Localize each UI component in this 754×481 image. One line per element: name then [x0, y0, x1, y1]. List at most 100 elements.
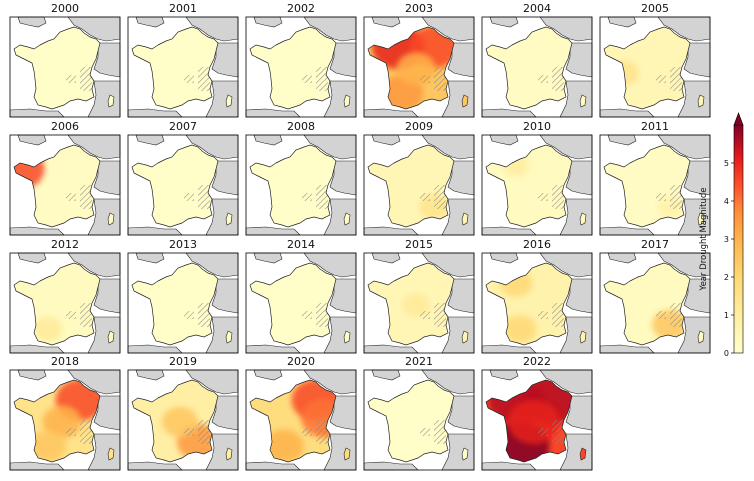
france-outline [485, 262, 573, 346]
map-panel-2011 [599, 134, 711, 236]
colorbar-tick-label: 5 [724, 159, 729, 168]
france-outline [367, 262, 455, 346]
panel-grid: 2000 2001 2002 2003 2004 2005 2006 2007 2008 2009… [9, 2, 711, 471]
france-outline [131, 262, 219, 346]
masked-area-massif [420, 428, 430, 436]
masked-area-massif [538, 428, 548, 436]
masked-area-alps [552, 303, 564, 327]
france-outline [367, 379, 455, 463]
masked-area-alps [670, 67, 682, 91]
masked-area-massif [656, 193, 666, 201]
colorbar-tick-label: 2 [724, 273, 729, 282]
map-panel-2013 [127, 252, 239, 354]
france-base-2010 [486, 145, 572, 227]
france-base-2005 [604, 27, 690, 109]
masked-area-massif [66, 193, 76, 201]
france-outline [131, 144, 219, 228]
france-base-2006 [14, 145, 100, 227]
masked-area-alps [552, 185, 564, 209]
masked-area-alps [670, 303, 682, 327]
panel-frame [127, 369, 239, 471]
panel-title: 2007 [169, 120, 197, 133]
corsica [461, 212, 469, 226]
panel-frame [599, 134, 711, 236]
masked-area-massif [420, 75, 430, 83]
panel-title: 2012 [51, 238, 79, 251]
panel-title: 2010 [523, 120, 551, 133]
panel-title: 2020 [287, 355, 315, 368]
panel-frame [9, 252, 121, 354]
corsica [343, 212, 351, 226]
corsica [579, 447, 587, 461]
panel-title: 2014 [287, 238, 315, 251]
panel-title: 2000 [51, 2, 79, 15]
france-base-2021 [368, 380, 454, 462]
panel-title: 2015 [405, 238, 433, 251]
masked-area-alps [198, 67, 210, 91]
map-panel-2012 [9, 252, 121, 354]
corsica [461, 94, 469, 108]
masked-area-alps [434, 303, 446, 327]
corsica [579, 330, 587, 344]
masked-area-massif [184, 311, 194, 319]
map-panel-2020 [245, 369, 357, 471]
corsica [107, 447, 115, 461]
panel-title: 2019 [169, 355, 197, 368]
france-outline [249, 262, 337, 346]
panel-title: 2004 [523, 2, 551, 15]
masked-area-alps [434, 67, 446, 91]
map-panel-2006 [9, 134, 121, 236]
hotspot-south-west [34, 317, 62, 341]
france-outline [603, 144, 691, 228]
masked-area-massif [538, 193, 548, 201]
masked-area-massif [184, 428, 194, 436]
france-base-2012 [14, 263, 100, 345]
corsica [225, 330, 233, 344]
masked-area-massif [66, 311, 76, 319]
panel-frame [363, 252, 475, 354]
masked-area-massif [302, 75, 312, 83]
masked-area-massif [420, 193, 430, 201]
map-panel-2016 [481, 252, 593, 354]
corsica [579, 94, 587, 108]
map-panel-2009 [363, 134, 475, 236]
corsica [225, 94, 233, 108]
panel-title: 2008 [287, 120, 315, 133]
panel-frame [127, 16, 239, 118]
panel-title: 2011 [641, 120, 669, 133]
panel-frame [9, 134, 121, 236]
panel-title: 2009 [405, 120, 433, 133]
panel-title: 2017 [641, 238, 669, 251]
panel-frame [363, 369, 475, 471]
masked-area-massif [538, 75, 548, 83]
masked-area-alps [198, 185, 210, 209]
corsica [461, 447, 469, 461]
panel-frame [127, 134, 239, 236]
panel-frame [599, 16, 711, 118]
panel-title: 2001 [169, 2, 197, 15]
corsica [697, 94, 705, 108]
france-base-2016 [486, 263, 572, 345]
panel-frame [599, 252, 711, 354]
masked-area-alps [316, 185, 328, 209]
colorbar: 0 1 2 3 4 5 Year Drought Magnitude [699, 112, 744, 358]
panel-frame [245, 134, 357, 236]
france-outline [131, 379, 219, 463]
masked-area-alps [316, 67, 328, 91]
masked-area-massif [656, 311, 666, 319]
france-base-2001 [132, 27, 218, 109]
france-outline [131, 26, 219, 110]
hotspot-center [402, 293, 430, 317]
france-base-2014 [250, 263, 336, 345]
colorbar-extend-arrow [733, 112, 744, 126]
france-outline [13, 26, 101, 110]
map-panel-2018 [9, 369, 121, 471]
colorbar-tick-label: 4 [724, 197, 729, 206]
map-panel-2003 [363, 16, 475, 118]
colorbar-label: Year Drought Magnitude [699, 188, 709, 292]
panel-title: 2018 [51, 355, 79, 368]
panel-frame [245, 252, 357, 354]
masked-area-alps [552, 420, 564, 444]
panel-title: 2005 [641, 2, 669, 15]
hotspot-south-west [264, 429, 304, 462]
